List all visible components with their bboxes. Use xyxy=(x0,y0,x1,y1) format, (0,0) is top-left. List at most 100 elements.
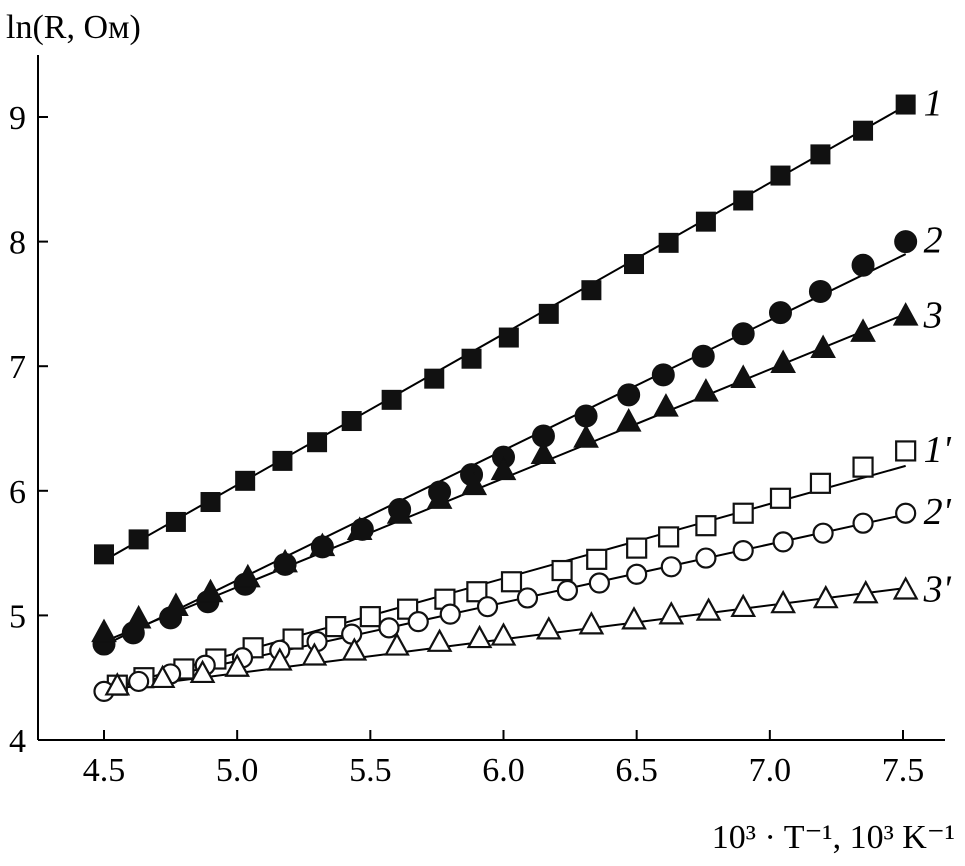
data-point xyxy=(341,623,363,645)
data-point xyxy=(624,254,645,275)
series-3-markers xyxy=(91,302,919,643)
data-point xyxy=(272,548,298,573)
data-point xyxy=(892,576,919,600)
data-point xyxy=(895,94,916,115)
data-point xyxy=(812,584,839,609)
data-point xyxy=(581,280,602,301)
data-point xyxy=(189,659,216,684)
x-tick-label: 7.5 xyxy=(882,752,925,789)
data-point xyxy=(615,408,642,432)
data-point xyxy=(384,632,410,656)
data-point xyxy=(732,540,754,562)
data-point xyxy=(892,302,919,326)
data-point xyxy=(341,411,362,432)
data-point xyxy=(658,526,680,548)
data-point xyxy=(538,303,559,324)
data-point xyxy=(125,604,152,629)
series-label: 1' xyxy=(924,429,952,471)
data-point xyxy=(653,393,679,417)
series-label: 2 xyxy=(924,220,943,262)
data-point xyxy=(852,512,874,534)
data-point xyxy=(626,563,648,585)
series-labels: 1 2 3 1' 2' 3' xyxy=(923,83,952,611)
data-point xyxy=(573,424,599,448)
data-point xyxy=(730,364,757,388)
data-point xyxy=(693,378,719,402)
data-point xyxy=(691,344,715,368)
data-point xyxy=(695,211,716,232)
data-markers xyxy=(91,94,919,703)
series-label: 1 xyxy=(924,83,943,125)
data-point xyxy=(104,672,131,696)
data-point xyxy=(586,548,608,570)
data-point xyxy=(588,572,610,594)
data-point xyxy=(500,571,523,593)
y-tick-label: 7 xyxy=(9,349,26,386)
data-point xyxy=(895,440,917,462)
data-point xyxy=(852,456,874,478)
data-point xyxy=(574,404,598,428)
data-point xyxy=(551,559,573,582)
x-tick-label: 5.0 xyxy=(216,752,259,789)
data-point xyxy=(516,587,539,609)
data-point xyxy=(894,230,918,254)
data-point xyxy=(224,653,251,677)
x-tick-label: 4.5 xyxy=(83,752,126,789)
data-point xyxy=(578,611,605,635)
series-label: 3' xyxy=(923,568,952,610)
y-tick-label: 5 xyxy=(9,598,26,635)
data-point xyxy=(695,515,717,537)
data-point xyxy=(733,190,754,211)
data-point xyxy=(768,301,792,325)
data-point xyxy=(617,383,641,407)
data-point xyxy=(386,500,413,524)
data-point xyxy=(530,440,557,464)
data-point xyxy=(626,537,648,559)
data-point xyxy=(346,516,373,540)
series-label: 2' xyxy=(924,491,952,533)
x-tick-label: 7.0 xyxy=(749,752,792,789)
y-tick-label: 8 xyxy=(9,225,26,262)
series-6-markers xyxy=(104,576,919,696)
data-point xyxy=(490,456,517,481)
data-point xyxy=(770,589,797,614)
data-point xyxy=(809,472,832,494)
data-point xyxy=(660,556,682,578)
data-point xyxy=(851,253,875,277)
data-point xyxy=(235,470,256,491)
data-point xyxy=(128,529,149,550)
data-point xyxy=(808,279,832,303)
data-point xyxy=(770,165,791,186)
x-tick-label: 6.0 xyxy=(482,752,525,789)
data-point xyxy=(381,389,402,410)
data-point xyxy=(556,579,579,602)
data-point xyxy=(94,544,114,565)
data-point xyxy=(266,647,293,671)
data-point xyxy=(149,664,176,689)
data-point xyxy=(651,363,675,387)
data-point xyxy=(466,581,488,603)
data-point xyxy=(197,578,224,603)
y-axis-title: ln(R, Ом) xyxy=(6,9,141,46)
series-label: 3 xyxy=(923,294,943,336)
data-point xyxy=(309,532,336,557)
data-point xyxy=(895,502,917,524)
data-point xyxy=(461,348,482,369)
data-point xyxy=(307,432,328,453)
data-point xyxy=(341,637,368,661)
data-point xyxy=(695,597,722,621)
data-point xyxy=(461,471,488,496)
data-point xyxy=(812,522,834,544)
data-point xyxy=(426,485,453,509)
data-point xyxy=(439,603,461,625)
x-axis-title: 10³ · T⁻¹, 10³ K⁻¹ xyxy=(712,819,955,856)
data-point xyxy=(695,547,717,569)
data-point xyxy=(282,628,304,650)
data-point xyxy=(476,596,499,618)
data-point xyxy=(498,327,519,348)
data-point xyxy=(810,334,836,359)
data-point xyxy=(163,592,189,616)
data-point xyxy=(407,611,429,633)
data-point xyxy=(769,487,792,509)
